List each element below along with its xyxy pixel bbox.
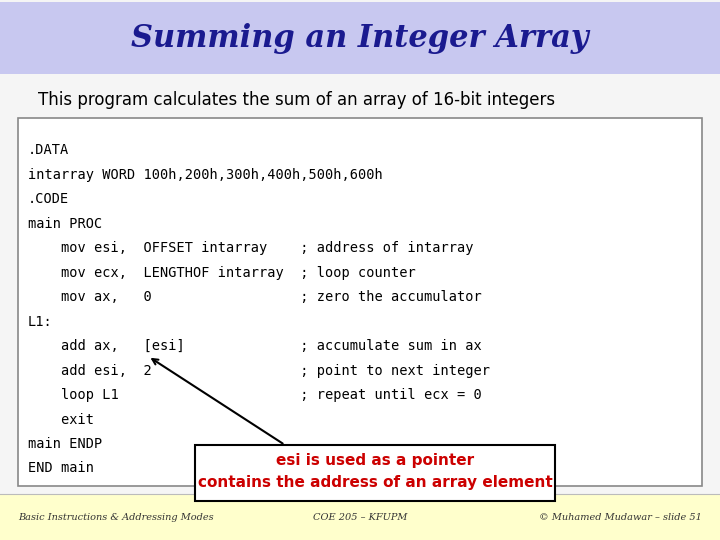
Text: loop L1                      ; repeat until ecx = 0: loop L1 ; repeat until ecx = 0 — [28, 388, 482, 402]
Bar — [195, 445, 555, 501]
Text: COE 205 – KFUPM: COE 205 – KFUPM — [312, 512, 408, 522]
Text: add esi,  2                  ; point to next integer: add esi, 2 ; point to next integer — [28, 363, 490, 377]
Text: exit: exit — [28, 413, 94, 427]
Text: main ENDP: main ENDP — [28, 437, 102, 451]
Text: intarray WORD 100h,200h,300h,400h,500h,600h: intarray WORD 100h,200h,300h,400h,500h,6… — [28, 167, 383, 181]
Text: © Muhamed Mudawar – slide 51: © Muhamed Mudawar – slide 51 — [539, 512, 702, 522]
Text: This program calculates the sum of an array of 16-bit integers: This program calculates the sum of an ar… — [38, 91, 555, 109]
Text: mov ecx,  LENGTHOF intarray  ; loop counter: mov ecx, LENGTHOF intarray ; loop counte… — [28, 266, 415, 280]
Text: mov ax,   0                  ; zero the accumulator: mov ax, 0 ; zero the accumulator — [28, 290, 482, 304]
Text: main PROC: main PROC — [28, 217, 102, 231]
Text: Summing an Integer Array: Summing an Integer Array — [131, 23, 589, 53]
Text: Basic Instructions & Addressing Modes: Basic Instructions & Addressing Modes — [18, 512, 214, 522]
Text: END main: END main — [28, 462, 94, 476]
Bar — [0, 2, 720, 74]
Text: add ax,   [esi]              ; accumulate sum in ax: add ax, [esi] ; accumulate sum in ax — [28, 339, 482, 353]
Bar — [18, 118, 702, 486]
Text: esi is used as a pointer: esi is used as a pointer — [276, 454, 474, 469]
Bar — [0, 494, 720, 540]
Text: .DATA: .DATA — [28, 143, 69, 157]
Text: .CODE: .CODE — [28, 192, 69, 206]
Text: L1:: L1: — [28, 314, 53, 328]
Text: contains the address of an array element: contains the address of an array element — [197, 476, 552, 490]
Text: mov esi,  OFFSET intarray    ; address of intarray: mov esi, OFFSET intarray ; address of in… — [28, 241, 474, 255]
